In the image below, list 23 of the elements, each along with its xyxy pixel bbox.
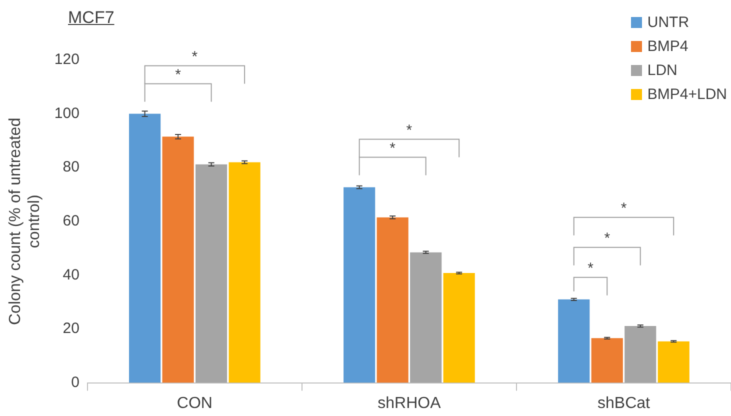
y-tick-label: 80 (62, 158, 80, 176)
legend-label: BMP4 (646, 36, 690, 56)
annotation: * (175, 66, 182, 84)
y-tick-label: 40 (62, 266, 80, 284)
y-tick-label: 100 (54, 104, 80, 122)
annotation: * (604, 230, 610, 248)
x-tick-label: shBCat (598, 394, 651, 412)
annotation: * (620, 200, 627, 218)
legend-label: UNTR (646, 12, 690, 32)
annotation: * (406, 122, 412, 139)
y-tick-label: 60 (62, 212, 80, 230)
legend-label: LDN (646, 60, 678, 80)
annotation: * (192, 48, 198, 66)
chart-title: MCF7 (68, 8, 114, 28)
y-axis-title: Colony count (% of untreated control) (7, 118, 44, 326)
annotation: * (390, 140, 396, 157)
y-tick-label: 0 (71, 374, 80, 391)
legend-label: BMP4+LDN (646, 84, 727, 104)
y-tick-label: 120 (54, 51, 80, 68)
x-tick-label: CON (176, 394, 212, 412)
annotation: * (588, 260, 594, 278)
y-tick-label: 20 (62, 320, 80, 338)
x-tick-label: shRHOA (378, 394, 442, 412)
